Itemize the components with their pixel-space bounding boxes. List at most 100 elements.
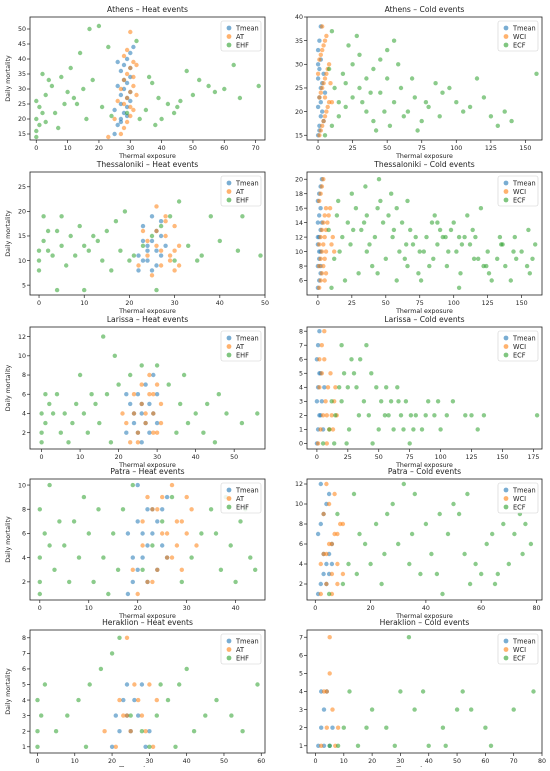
y-tick-label: 4 <box>22 555 26 562</box>
y-tick-label: 30 <box>295 62 303 69</box>
chart-title: Athens – Cold events <box>385 5 465 14</box>
x-tick-label: 175 <box>527 454 539 461</box>
data-point <box>359 227 364 233</box>
data-point <box>128 50 133 56</box>
data-point <box>469 413 474 418</box>
data-point <box>435 242 440 247</box>
x-tick-label: 0 <box>40 454 44 461</box>
data-point <box>481 95 487 100</box>
data-point <box>369 707 375 712</box>
data-point <box>86 248 92 253</box>
data-point <box>446 249 451 254</box>
data-point <box>136 268 141 273</box>
legend-marker <box>503 504 509 510</box>
data-point <box>205 401 210 407</box>
x-tick-label: 20 <box>367 605 375 612</box>
data-point <box>353 206 359 211</box>
data-point <box>495 123 500 128</box>
y-tick-label: 8 <box>299 328 303 335</box>
data-point <box>437 227 443 233</box>
data-point <box>154 204 159 209</box>
data-point <box>145 248 150 253</box>
data-point <box>409 76 415 81</box>
data-point <box>503 263 508 269</box>
data-point <box>213 531 219 536</box>
data-point <box>391 227 397 233</box>
data-point <box>100 258 105 263</box>
data-point <box>37 555 42 560</box>
data-point <box>370 441 375 446</box>
data-point <box>147 401 152 407</box>
data-point <box>145 494 150 500</box>
data-point <box>349 191 354 196</box>
data-point <box>440 725 446 730</box>
data-point <box>125 531 131 536</box>
data-point <box>41 238 46 244</box>
data-point <box>154 228 159 234</box>
data-point <box>317 66 322 72</box>
data-point <box>128 401 133 407</box>
data-point <box>93 401 98 407</box>
series-at <box>130 482 199 597</box>
x-tick-label: 50 <box>375 454 383 461</box>
data-point <box>326 62 332 67</box>
data-point <box>208 507 214 512</box>
data-point <box>194 543 199 548</box>
chart-title: Patra – Cold events <box>388 467 461 476</box>
y-tick-label: 2 <box>299 413 303 420</box>
data-point <box>462 234 467 240</box>
data-point <box>335 531 340 537</box>
data-point <box>132 682 137 687</box>
data-point <box>501 521 506 527</box>
data-point <box>346 43 351 48</box>
series-wci <box>317 177 337 290</box>
data-point <box>484 541 489 547</box>
data-point <box>102 729 107 734</box>
data-point <box>512 234 517 240</box>
data-point <box>423 100 429 105</box>
y-tick-label: 16 <box>295 205 303 212</box>
data-point <box>340 571 346 577</box>
data-point <box>440 591 445 597</box>
data-point <box>371 66 376 72</box>
y-tick-label: 5 <box>22 682 26 689</box>
data-point <box>337 249 342 254</box>
data-point <box>134 92 139 98</box>
data-point <box>174 519 180 524</box>
data-point <box>117 697 122 703</box>
data-point <box>379 581 384 587</box>
data-point <box>370 263 375 269</box>
legend-marker <box>503 496 509 501</box>
data-point <box>135 482 140 488</box>
data-point <box>238 519 243 524</box>
data-point <box>375 206 380 211</box>
data-point <box>140 258 146 263</box>
data-point <box>34 128 39 134</box>
data-point <box>317 198 322 204</box>
data-point <box>140 531 145 536</box>
data-point <box>81 494 87 500</box>
data-point <box>427 263 432 269</box>
data-point <box>364 725 369 730</box>
data-point <box>140 543 145 548</box>
data-point <box>484 263 489 269</box>
x-tick-label: 50 <box>383 145 391 152</box>
data-point <box>371 118 376 124</box>
data-point <box>372 234 378 240</box>
data-point <box>154 697 159 703</box>
data-point <box>317 133 322 138</box>
series-tmean <box>125 482 170 597</box>
data-point <box>124 119 130 125</box>
legend-label: Tmean <box>235 24 259 32</box>
data-point <box>118 131 124 137</box>
y-tick-label: 20 <box>18 209 26 216</box>
data-point <box>120 507 126 512</box>
series-tmean <box>315 481 335 597</box>
series-tmean <box>316 689 335 748</box>
data-point <box>391 38 397 43</box>
data-point <box>121 101 127 107</box>
data-point <box>160 507 165 512</box>
data-point <box>43 420 48 426</box>
data-point <box>155 507 160 512</box>
data-point <box>524 263 530 269</box>
